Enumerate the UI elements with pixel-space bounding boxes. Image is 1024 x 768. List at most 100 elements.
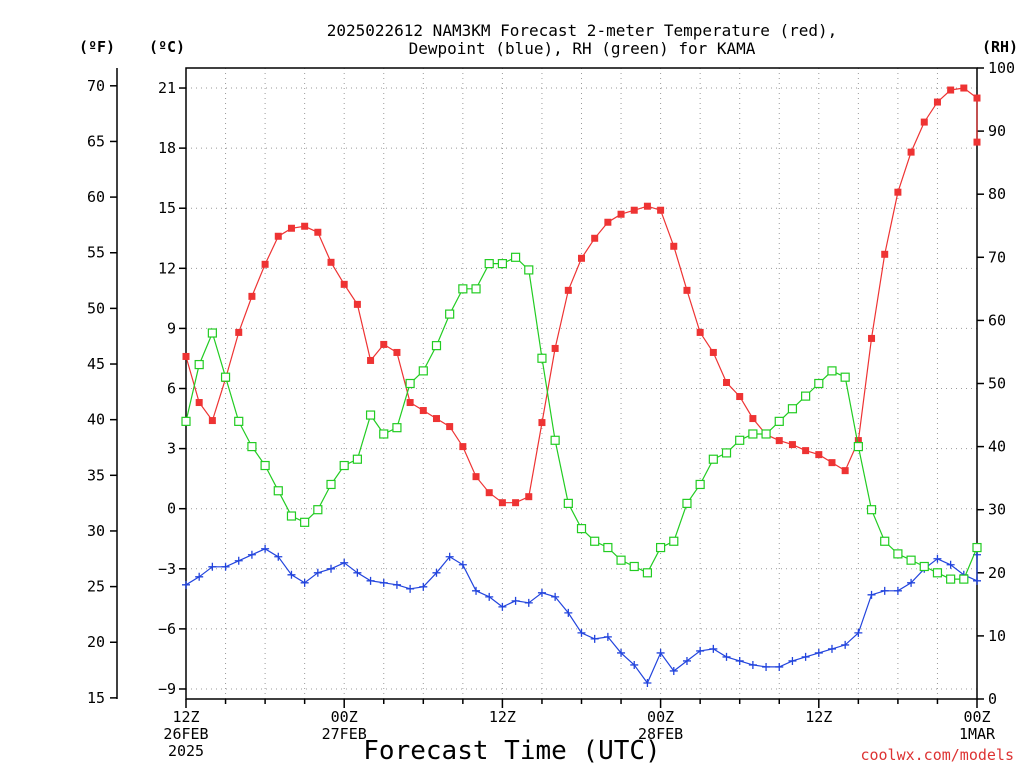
rh-point (814, 378, 824, 389)
temperature-point (630, 206, 638, 214)
dewpoint-point (907, 578, 916, 587)
rh-point (590, 536, 600, 546)
temperature-point (802, 447, 810, 455)
rh-point (300, 517, 310, 527)
rh-point (510, 252, 521, 262)
dewpoint-line (185, 548, 978, 685)
dewpoint-point (445, 552, 454, 561)
dewpoint-point (590, 634, 599, 643)
celsius-tick-label: 6 (167, 380, 176, 398)
temperature-point (591, 234, 599, 242)
dewpoint-point (182, 580, 190, 589)
rh-point (972, 542, 982, 553)
celsius-tick-label: 21 (158, 79, 176, 97)
rh-point (313, 505, 323, 515)
celsius-tick-label: −9 (158, 680, 176, 698)
temperature-point (459, 443, 467, 451)
fahrenheit-tick-label: 50 (87, 299, 105, 317)
dewpoint-point (893, 586, 902, 595)
temperature-point (182, 352, 190, 360)
rh-point (550, 435, 560, 445)
x-tick-label: 12Z (805, 708, 832, 726)
rh-point (286, 511, 297, 521)
fahrenheit-tick-label: 15 (87, 689, 105, 707)
rh-point (260, 460, 270, 471)
dewpoint-point (722, 652, 731, 661)
dewpoint-point (682, 656, 691, 665)
dewpoint-point (537, 588, 546, 597)
dewpoint-point (854, 628, 863, 637)
temperature-point (696, 328, 704, 336)
temperature-point (775, 437, 783, 445)
dewpoint-point (880, 586, 889, 595)
temperature-point (973, 94, 981, 102)
dewpoint-point (603, 632, 612, 641)
temperature-point (841, 467, 849, 475)
dewpoint-point (247, 550, 256, 559)
rh-point (866, 505, 877, 515)
temperature-point (380, 340, 388, 348)
celsius-tick-label: 18 (158, 139, 176, 157)
dewpoint-point (564, 608, 573, 617)
temperature-point (788, 441, 796, 449)
temperature-point (973, 138, 981, 146)
dewpoint-point (669, 666, 678, 675)
dewpoint-point (617, 648, 626, 657)
rh-point (616, 555, 626, 565)
rh-point (774, 416, 784, 426)
rh-point (220, 372, 231, 382)
series-layer (181, 84, 982, 687)
rh-point (682, 498, 692, 508)
rh-point (840, 372, 850, 382)
x-tick-label: 2025 (168, 742, 204, 760)
celsius-tick-label: 3 (167, 440, 176, 458)
temperature-point (274, 232, 282, 240)
temperature-point (485, 489, 493, 497)
x-tick-label: 26FEB (163, 725, 208, 743)
rh-tick-label: 20 (988, 564, 1006, 582)
dewpoint-point (577, 628, 586, 637)
temperature-point (854, 437, 862, 445)
dewpoint-point (841, 640, 850, 649)
rh-point (326, 479, 336, 490)
dewpoint-series (182, 544, 981, 687)
x-tick-label: 12Z (489, 708, 516, 726)
rh-tick-label: 10 (988, 627, 1006, 645)
temperature-point (604, 218, 612, 226)
fahrenheit-tick-label: 65 (87, 132, 105, 150)
rh-point (603, 542, 613, 553)
temperature-point (446, 423, 454, 431)
dewpoint-point (696, 646, 705, 655)
x-tick-label: 1MAR (959, 725, 996, 743)
rh-point (735, 435, 745, 445)
rh-point (576, 524, 587, 534)
temperature-point (657, 206, 665, 214)
temperature-point (261, 260, 269, 268)
celsius-tick-label: 12 (158, 259, 176, 277)
chart-subtitle: Dewpoint (blue), RH (green) for KAMA (409, 39, 756, 58)
rh-point (181, 416, 191, 426)
temperature-point (670, 242, 678, 250)
dewpoint-point (419, 582, 428, 591)
rh-point (946, 574, 956, 584)
dewpoint-point (366, 576, 375, 585)
temperature-point (643, 202, 651, 210)
rh-point (563, 498, 573, 508)
rh-point (194, 359, 204, 370)
temperature-point (933, 98, 941, 106)
dewpoint-point (261, 544, 270, 553)
rh-point (458, 284, 468, 294)
temperature-point (617, 210, 625, 218)
dewpoint-point (300, 578, 309, 587)
rh-point (853, 442, 863, 452)
credit-text: coolwx.com/models (860, 746, 1014, 764)
dewpoint-point (735, 656, 744, 665)
rh-tick-label: 90 (988, 122, 1006, 140)
rh-point (273, 486, 283, 496)
rh-unit-label: (RH) (982, 38, 1018, 56)
dewpoint-point (643, 678, 652, 687)
fahrenheit-tick-label: 45 (87, 355, 105, 373)
dewpoint-point (458, 560, 467, 569)
celsius-tick-label: −3 (158, 560, 176, 578)
dewpoint-point (788, 656, 797, 665)
